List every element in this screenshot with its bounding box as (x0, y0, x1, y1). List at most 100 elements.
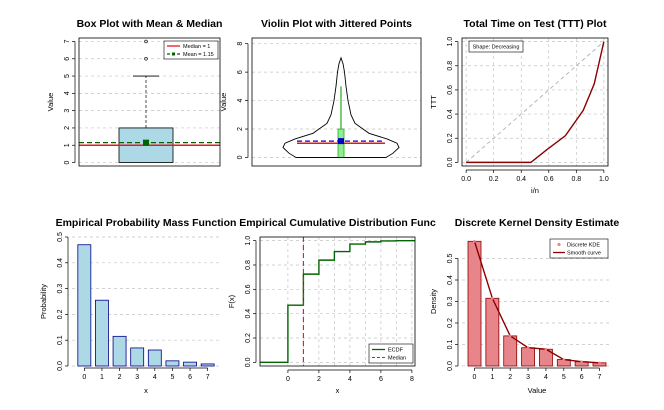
kde-bar (503, 335, 518, 367)
outlier-point (144, 39, 148, 44)
panel-box: Box Plot with Mean & Median Value 0 1 2 3 4 5 6 7… (46, 18, 223, 167)
x-tick-label: 0.4 (516, 176, 526, 183)
pmf-bar (147, 349, 162, 367)
y-tick-label: 0.0 (447, 157, 454, 167)
x-tick-label: 0.6 (544, 176, 554, 183)
y-tick-label: 0.1 (447, 340, 454, 350)
legend-box (368, 343, 414, 364)
y-tick-label: 0 (237, 155, 244, 159)
legend-mean-marker (172, 52, 175, 56)
x-tick-label: 6 (379, 376, 383, 383)
x-tick-label: 0 (82, 374, 86, 381)
y-tick-label: 0.6 (447, 85, 454, 95)
y-tick-label: 5 (64, 74, 71, 78)
kde-point (598, 361, 601, 365)
ttt-curve (466, 41, 605, 164)
y-tick-label: 0.2 (57, 309, 64, 319)
x-tick-label: 7 (598, 374, 602, 381)
x-tick-label: 5 (562, 374, 566, 381)
pmf-bar (165, 360, 180, 367)
y-tick-label: 0.6 (245, 284, 252, 294)
x-tick-label: 1 (100, 374, 104, 381)
kde-point (562, 358, 566, 361)
legend-kde-swatch (557, 242, 561, 247)
x-axis-label: x (336, 386, 340, 395)
y-tick-label: 0.3 (57, 284, 64, 294)
y-tick-label: 0.4 (57, 258, 64, 268)
x-tick-label: 0 (286, 376, 290, 383)
x-tick-label: 8 (410, 376, 414, 383)
chart-title: Box Plot with Mean & Median (77, 18, 223, 30)
x-tick-label: 1.0 (599, 176, 609, 183)
panel-ttt: Total Time on Test (TTT) Plot TTT i/n 0.0 0.… (429, 18, 609, 195)
y-axis-label: TTT (429, 95, 438, 109)
x-tick-label: 4 (348, 376, 352, 383)
y-tick-label: 0.0 (57, 361, 64, 371)
legend-curve-label: Smooth curve (567, 251, 601, 257)
y-tick-label: 6 (64, 57, 71, 61)
kde-bar (521, 347, 535, 367)
kde-point (544, 347, 548, 351)
chart-title: Total Time on Test (TTT) Plot (464, 18, 607, 30)
x-tick-label: 4 (544, 374, 548, 381)
pmf-bar (130, 347, 145, 367)
y-tick-label: 1.0 (245, 236, 252, 246)
y-tick-label: 2 (237, 127, 244, 131)
x-tick-label: 5 (170, 374, 174, 381)
x-tick-label: 6 (580, 374, 584, 381)
mean-marker (143, 139, 149, 146)
y-tick-label: 0.5 (447, 254, 454, 264)
kde-point (526, 346, 530, 350)
panel-kde: Discrete Kernel Density Estimate Density V… (429, 217, 619, 395)
pmf-bar (200, 363, 215, 367)
legend-mean-label: Mean = 1.15 (183, 52, 214, 58)
shape-annotation: Shape: Decreasing (473, 45, 520, 51)
x-tick-label: 2 (317, 376, 321, 383)
mean-marker (338, 138, 344, 145)
y-axis-label: Value (219, 93, 228, 112)
y-tick-label: 0.8 (245, 260, 252, 270)
y-tick-label: 0.2 (447, 318, 454, 328)
x-tick-label: 6 (188, 374, 192, 381)
legend-median-label: Median = 1 (183, 44, 210, 50)
panel-violin: Violin Plot with Jittered Points Value 0 2 4… (219, 18, 422, 167)
panel-pmf: Empirical Probability Mass Function Proba… (39, 217, 236, 395)
y-tick-label: 7 (64, 39, 71, 43)
y-tick-label: 2 (64, 126, 71, 130)
x-tick-label: 2 (118, 374, 122, 381)
y-axis-label: Density (429, 289, 438, 314)
x-tick-label: 0.2 (489, 176, 499, 183)
x-tick-label: 1 (490, 374, 494, 381)
chart-title: Empirical Cumulative Distribution Func (239, 217, 436, 229)
y-axis-label: Value (46, 93, 55, 112)
x-tick-label: 0 (473, 374, 477, 381)
kde-bar (467, 240, 482, 367)
y-tick-label: 4 (64, 91, 71, 95)
panel-ecdf: Empirical Cumulative Distribution Func F(… (227, 217, 436, 395)
legend: Median = 1 Mean = 1.15 (163, 40, 219, 60)
y-tick-label: 8 (237, 42, 244, 46)
y-axis-label: F(x) (227, 294, 236, 308)
legend-median-label: Median (388, 356, 406, 362)
y-tick-label: 3 (64, 109, 71, 113)
kde-point (508, 334, 512, 338)
outlier-point (144, 57, 148, 61)
x-tick-label: 3 (135, 374, 139, 381)
y-tick-label: 0.4 (447, 275, 454, 285)
smooth-curve (473, 241, 600, 364)
kde-point (491, 296, 494, 300)
pmf-bar (112, 335, 127, 367)
x-tick-label: 0.0 (461, 176, 471, 183)
annotation-box (468, 40, 524, 53)
legend-ecdf-label: ECDF (388, 348, 404, 354)
y-tick-label: 0.5 (57, 232, 64, 242)
y-tick-label: 1 (64, 143, 71, 147)
legend: Discrete KDE Smooth curve (549, 238, 609, 259)
x-tick-label: 7 (206, 374, 210, 381)
kde-point (473, 240, 476, 243)
x-tick-label: 0.8 (571, 176, 581, 183)
plot-frame (78, 37, 221, 167)
kde-point (580, 360, 583, 364)
y-tick-label: 1.0 (447, 37, 454, 47)
